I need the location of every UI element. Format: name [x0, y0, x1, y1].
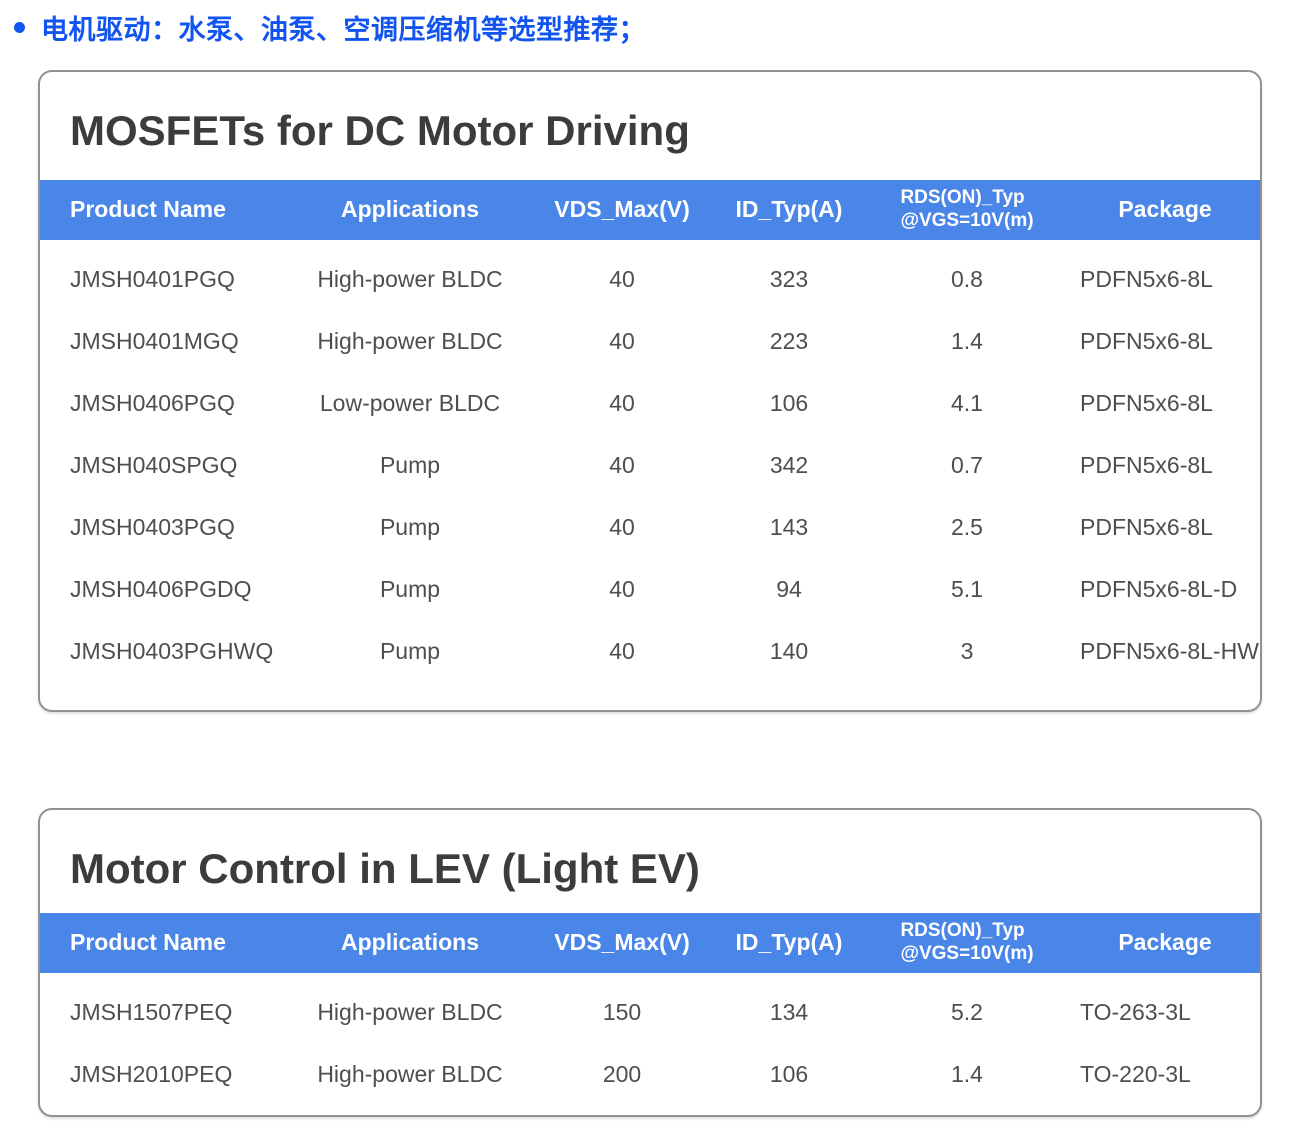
- table-cell: High-power BLDC: [317, 998, 503, 1025]
- bullet-line: 电机驱动：水泵、油泵、空调压缩机等选型推荐；: [14, 8, 646, 47]
- table-cell: JMSH040SPGQ: [70, 451, 238, 478]
- table-cell: 323: [769, 265, 809, 292]
- header-cell-rds-on-typ: RDS(ON)_Typ @VGS=10V(m): [900, 187, 1034, 231]
- header-cell-vds-max-v: VDS_Max(V): [554, 196, 690, 223]
- table-row: JMSH0401PGQ High-power BLDC 40 323 0.8 PDFN5x…: [40, 248, 1260, 310]
- table-cell: 200: [602, 1060, 642, 1087]
- table-body: JMSH1507PEQ High-power BLDC 150 134 5.2 TO-26…: [40, 973, 1260, 1105]
- header-cell-product-name: Product Name: [70, 196, 226, 223]
- header-cell-package: Package: [1118, 929, 1212, 956]
- header-cell-id-typ-a: ID_Typ(A): [735, 196, 843, 223]
- header-cell-applications: Applications: [340, 196, 479, 223]
- table-cell: 94: [776, 575, 802, 602]
- table-cell: 150: [602, 998, 642, 1025]
- table-cell: 1.4: [951, 1060, 983, 1087]
- table-body: JMSH0401PGQ High-power BLDC 40 323 0.8 PDFN5x…: [40, 240, 1260, 682]
- table-row: JMSH0406PGDQ Pump 40 94 5.1 PDFN5x6-8L-D: [40, 558, 1260, 620]
- header-cell-product-name: Product Name: [70, 929, 226, 956]
- table-header-row: Product Name Applications VDS_Max(V) ID_Typ…: [40, 180, 1260, 240]
- table-cell: 2.5: [951, 513, 983, 540]
- table-cell: TO-220-3L: [1080, 1060, 1191, 1087]
- table-header-row: Product Name Applications VDS_Max(V) ID_Typ…: [40, 913, 1260, 973]
- table-cell: Pump: [379, 513, 441, 540]
- table-cell: Pump: [379, 451, 441, 478]
- table-cell: 3: [960, 637, 974, 664]
- table-cell: 342: [769, 451, 809, 478]
- table-row: JMSH0406PGQ Low-power BLDC 40 106 4.1 PDFN5x6…: [40, 372, 1260, 434]
- table-cell: JMSH2010PEQ: [70, 1060, 233, 1087]
- table-cell: 40: [609, 637, 635, 664]
- card-lev-motor-control: Motor Control in LEV (Light EV) Product …: [38, 808, 1262, 1117]
- table-cell: 106: [769, 1060, 809, 1087]
- table-cell: 106: [769, 389, 809, 416]
- table-cell: Low-power BLDC: [319, 389, 501, 416]
- table-cell: 223: [769, 327, 809, 354]
- table-cell: 5.1: [951, 575, 983, 602]
- table-title-dc-motor: MOSFETs for DC Motor Driving: [70, 107, 690, 154]
- table-cell: JMSH0403PGHWQ: [70, 637, 274, 664]
- table-cell: 40: [609, 265, 635, 292]
- table-cell: 143: [769, 513, 809, 540]
- bullet-icon: [14, 22, 25, 33]
- table-cell: PDFN5x6-8L: [1080, 513, 1213, 540]
- table-cell: PDFN5x6-8L: [1080, 327, 1213, 354]
- table-cell: Pump: [379, 575, 441, 602]
- table-cell: PDFN5x6-8L-D: [1080, 575, 1238, 602]
- table-cell: JMSH0403PGQ: [70, 513, 235, 540]
- table-cell: 40: [609, 389, 635, 416]
- table-row: JMSH1507PEQ High-power BLDC 150 134 5.2 TO-26…: [40, 981, 1260, 1043]
- table-row: JMSH040SPGQ Pump 40 342 0.7 PDFN5x6-8L: [40, 434, 1260, 496]
- table-cell: 0.8: [951, 265, 983, 292]
- table-cell: 140: [769, 637, 809, 664]
- table-cell: 1.4: [951, 327, 983, 354]
- table-row: JMSH2010PEQ High-power BLDC 200 106 1.4 TO-22…: [40, 1043, 1260, 1105]
- table-cell: PDFN5x6-8L: [1080, 451, 1213, 478]
- table-cell: 134: [769, 998, 809, 1025]
- table-row: JMSH0401MGQ High-power BLDC 40 223 1.4 PDFN5x…: [40, 310, 1260, 372]
- table-cell: JMSH1507PEQ: [70, 998, 233, 1025]
- table-cell: JMSH0406PGQ: [70, 389, 235, 416]
- table-title-lev: Motor Control in LEV (Light EV): [70, 845, 700, 892]
- table-cell: 40: [609, 575, 635, 602]
- header-cell-vds-max-v: VDS_Max(V): [554, 929, 690, 956]
- table-cell: JMSH0401PGQ: [70, 265, 235, 292]
- table-row: JMSH0403PGHWQ Pump 40 140 3 PDFN5x6-8L-HW: [40, 620, 1260, 682]
- table-cell: TO-263-3L: [1080, 998, 1191, 1025]
- header-cell-rds-on-typ: RDS(ON)_Typ @VGS=10V(m): [900, 920, 1034, 964]
- table-cell: High-power BLDC: [317, 1060, 503, 1087]
- table-cell: Pump: [379, 637, 441, 664]
- table-cell: 0.7: [951, 451, 983, 478]
- table-cell: PDFN5x6-8L-HW: [1080, 637, 1259, 664]
- table-cell: High-power BLDC: [317, 265, 503, 292]
- header-cell-id-typ-a: ID_Typ(A): [735, 929, 843, 956]
- bullet-text: 电机驱动：水泵、油泵、空调压缩机等选型推荐；: [41, 15, 646, 45]
- card-dc-motor-driving: MOSFETs for DC Motor Driving Product Nam…: [38, 70, 1262, 712]
- table-row: JMSH0403PGQ Pump 40 143 2.5 PDFN5x6-8L: [40, 496, 1260, 558]
- table-cell: 40: [609, 513, 635, 540]
- table-cell: 40: [609, 327, 635, 354]
- header-cell-package: Package: [1118, 196, 1212, 223]
- table-cell: 40: [609, 451, 635, 478]
- table-cell: 4.1: [951, 389, 983, 416]
- table-cell: PDFN5x6-8L: [1080, 389, 1213, 416]
- table-cell: JMSH0406PGDQ: [70, 575, 252, 602]
- header-cell-applications: Applications: [340, 929, 479, 956]
- table-cell: 5.2: [951, 998, 983, 1025]
- table-cell: JMSH0401MGQ: [70, 327, 239, 354]
- table-cell: High-power BLDC: [317, 327, 503, 354]
- table-cell: PDFN5x6-8L: [1080, 265, 1213, 292]
